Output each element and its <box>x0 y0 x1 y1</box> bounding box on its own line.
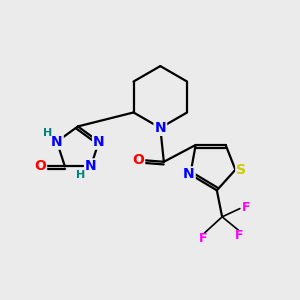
Text: O: O <box>34 159 46 173</box>
Text: N: N <box>85 159 97 173</box>
Text: N: N <box>154 121 166 135</box>
Text: H: H <box>44 128 53 138</box>
Text: N: N <box>51 135 63 149</box>
Text: F: F <box>199 232 208 245</box>
Text: F: F <box>235 229 244 242</box>
Text: N: N <box>93 135 105 149</box>
Text: N: N <box>183 167 195 182</box>
Text: O: O <box>132 153 144 167</box>
Text: H: H <box>76 169 85 180</box>
Text: F: F <box>242 201 250 214</box>
Text: S: S <box>236 163 246 177</box>
